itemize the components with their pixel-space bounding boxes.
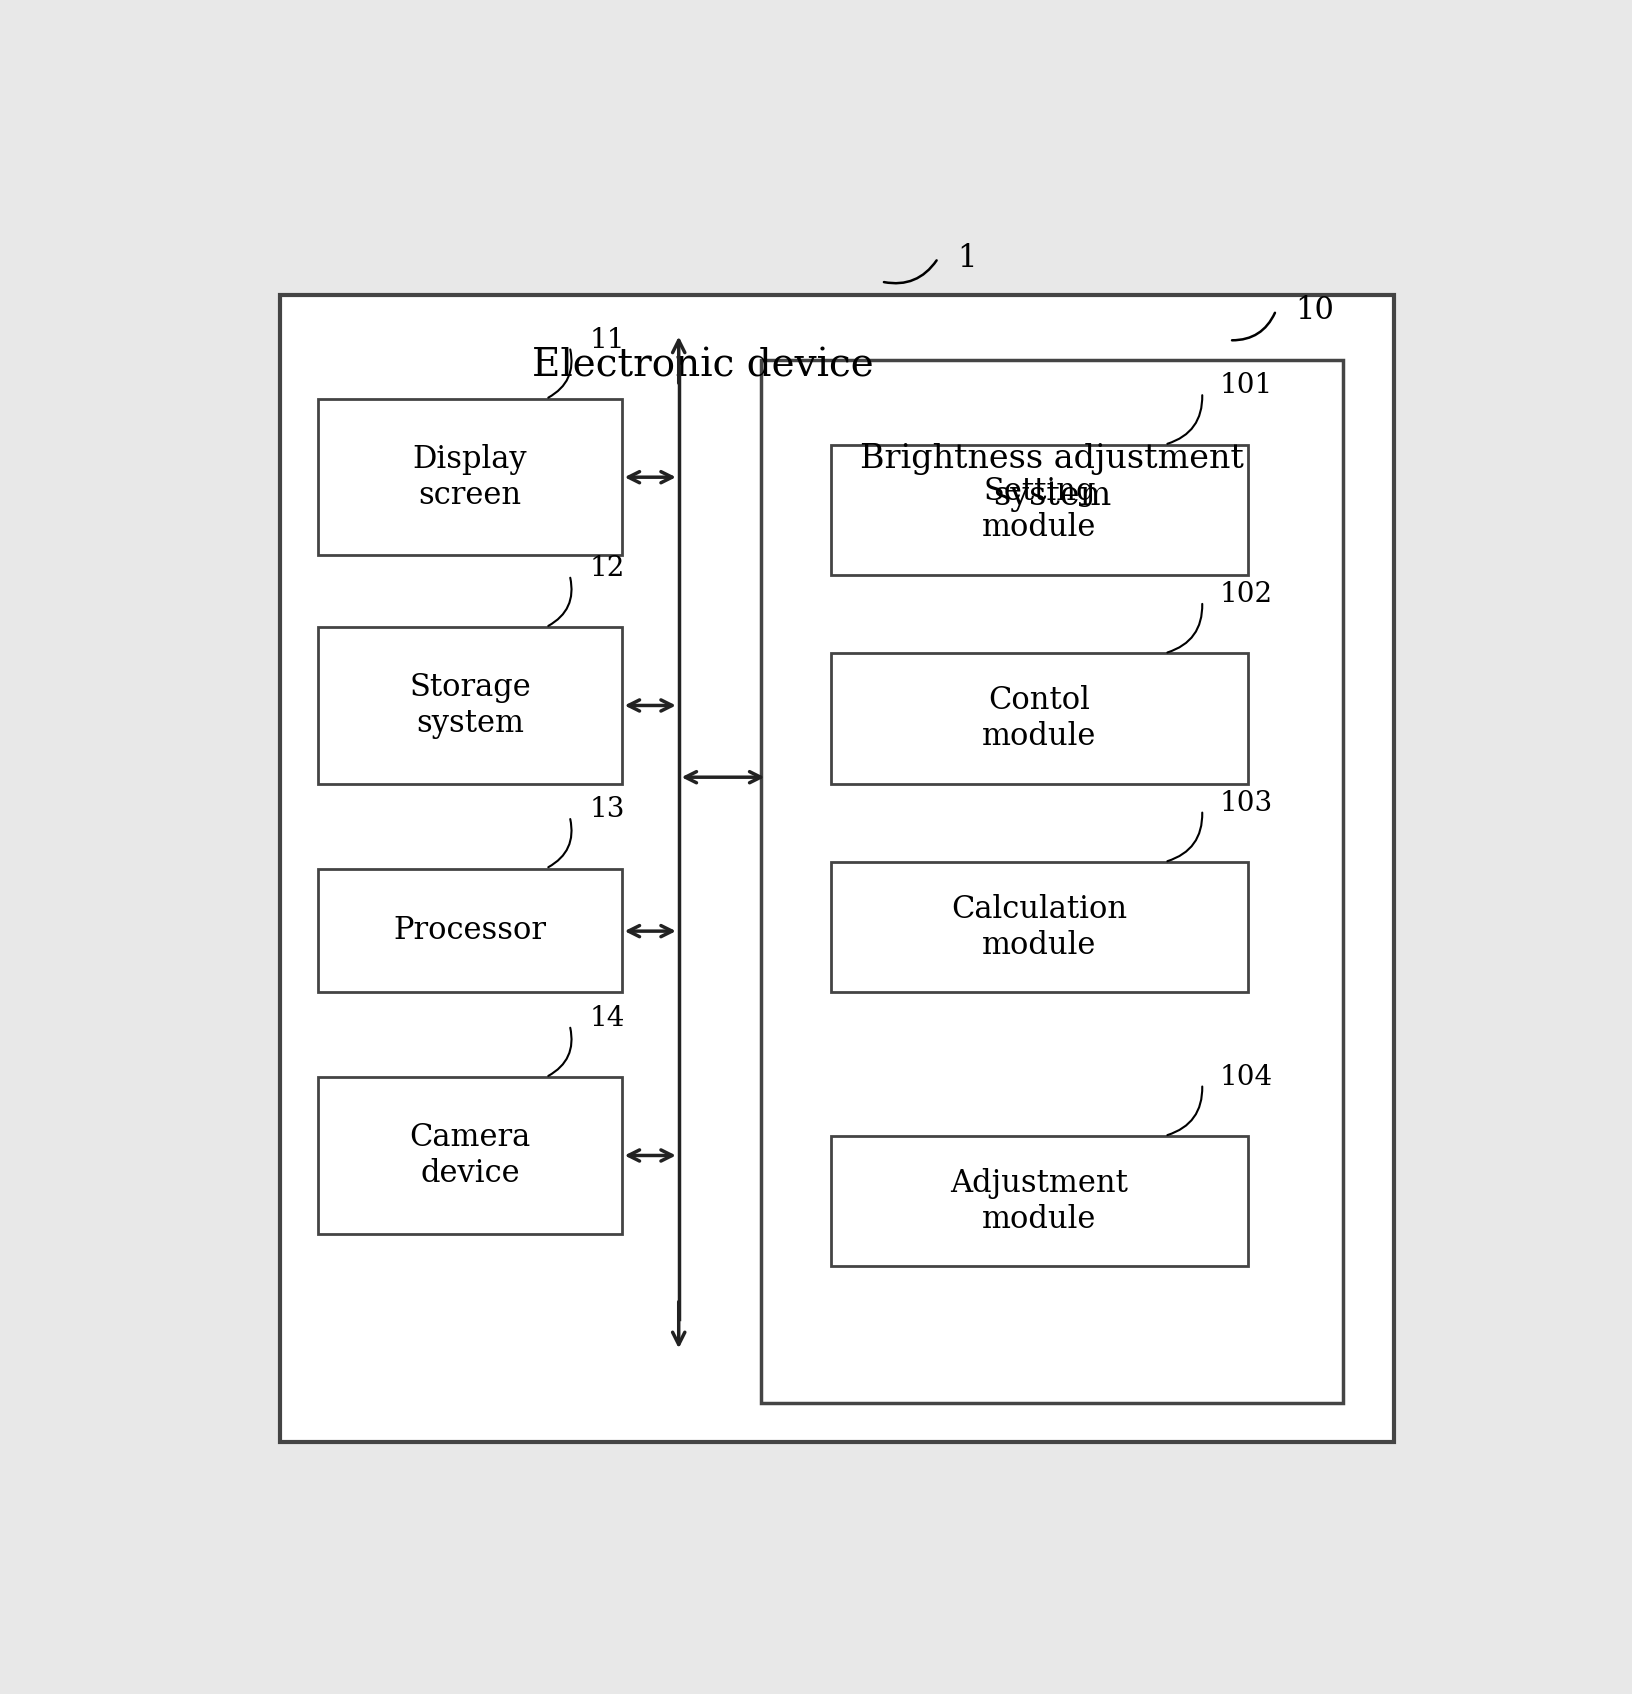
Text: Adjustment
module: Adjustment module: [950, 1167, 1128, 1235]
Bar: [318, 1077, 622, 1233]
Text: Contol
module: Contol module: [981, 684, 1097, 752]
Bar: [831, 444, 1247, 574]
Text: Brightness adjustment
system: Brightness adjustment system: [860, 442, 1244, 512]
Bar: [831, 1137, 1247, 1267]
Text: Processor: Processor: [393, 915, 547, 945]
Text: Electronic device: Electronic device: [532, 347, 873, 385]
Text: Camera
device: Camera device: [410, 1121, 530, 1189]
Text: 103: 103: [1219, 789, 1273, 817]
Bar: [281, 295, 1392, 1442]
Text: 1: 1: [956, 242, 976, 273]
Text: 101: 101: [1219, 373, 1273, 400]
Text: Display
screen: Display screen: [413, 444, 527, 510]
Bar: [831, 862, 1247, 993]
Bar: [318, 627, 622, 784]
Bar: [318, 869, 622, 993]
Bar: [318, 398, 622, 556]
Text: Setting
module: Setting module: [981, 476, 1097, 544]
Bar: [761, 359, 1343, 1403]
Text: 104: 104: [1219, 1064, 1273, 1091]
Text: 12: 12: [589, 556, 625, 583]
Text: Storage
system: Storage system: [408, 673, 530, 739]
Text: 10: 10: [1294, 295, 1333, 325]
Text: 11: 11: [589, 327, 625, 354]
Text: 102: 102: [1219, 581, 1273, 608]
Text: 13: 13: [589, 796, 625, 823]
Text: Calculation
module: Calculation module: [951, 894, 1126, 960]
Text: 14: 14: [589, 1005, 625, 1032]
Bar: [831, 654, 1247, 784]
